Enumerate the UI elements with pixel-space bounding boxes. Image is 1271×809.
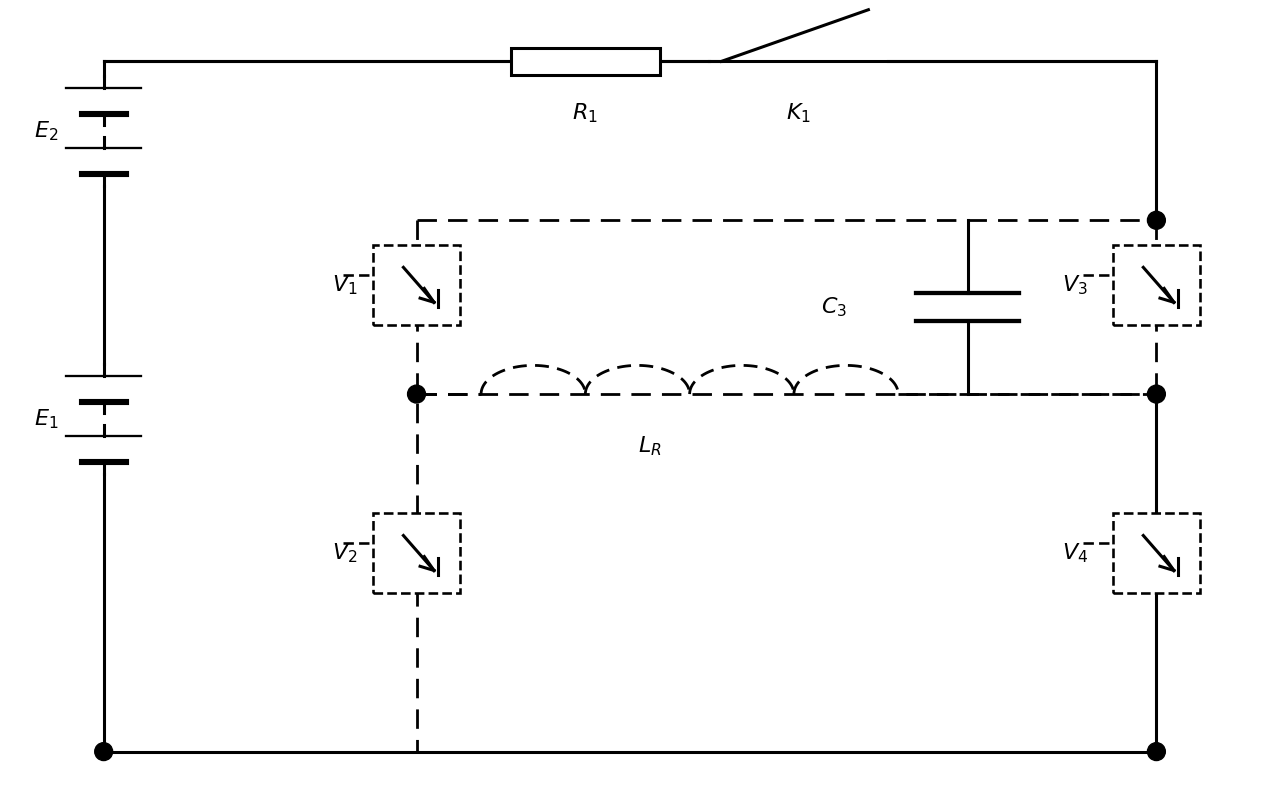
Bar [511, 48, 660, 74]
Bar [372, 245, 460, 324]
Circle shape [1148, 743, 1166, 760]
Text: $K_1$: $K_1$ [787, 101, 811, 125]
Circle shape [1148, 385, 1166, 403]
Bar [1112, 513, 1200, 593]
Circle shape [408, 385, 426, 403]
Bar [372, 513, 460, 593]
Text: $V_4$: $V_4$ [1061, 541, 1088, 565]
Bar [1112, 245, 1200, 324]
Circle shape [95, 743, 113, 760]
Text: $V_3$: $V_3$ [1063, 273, 1088, 297]
Text: $C_3$: $C_3$ [821, 295, 846, 319]
Text: $V_1$: $V_1$ [332, 273, 358, 297]
Circle shape [1148, 211, 1166, 229]
Text: $V_2$: $V_2$ [332, 541, 357, 565]
Text: $E_1$: $E_1$ [34, 407, 58, 430]
Text: $L_R$: $L_R$ [638, 434, 662, 458]
Text: $E_2$: $E_2$ [34, 119, 58, 142]
Text: $R_1$: $R_1$ [572, 101, 599, 125]
